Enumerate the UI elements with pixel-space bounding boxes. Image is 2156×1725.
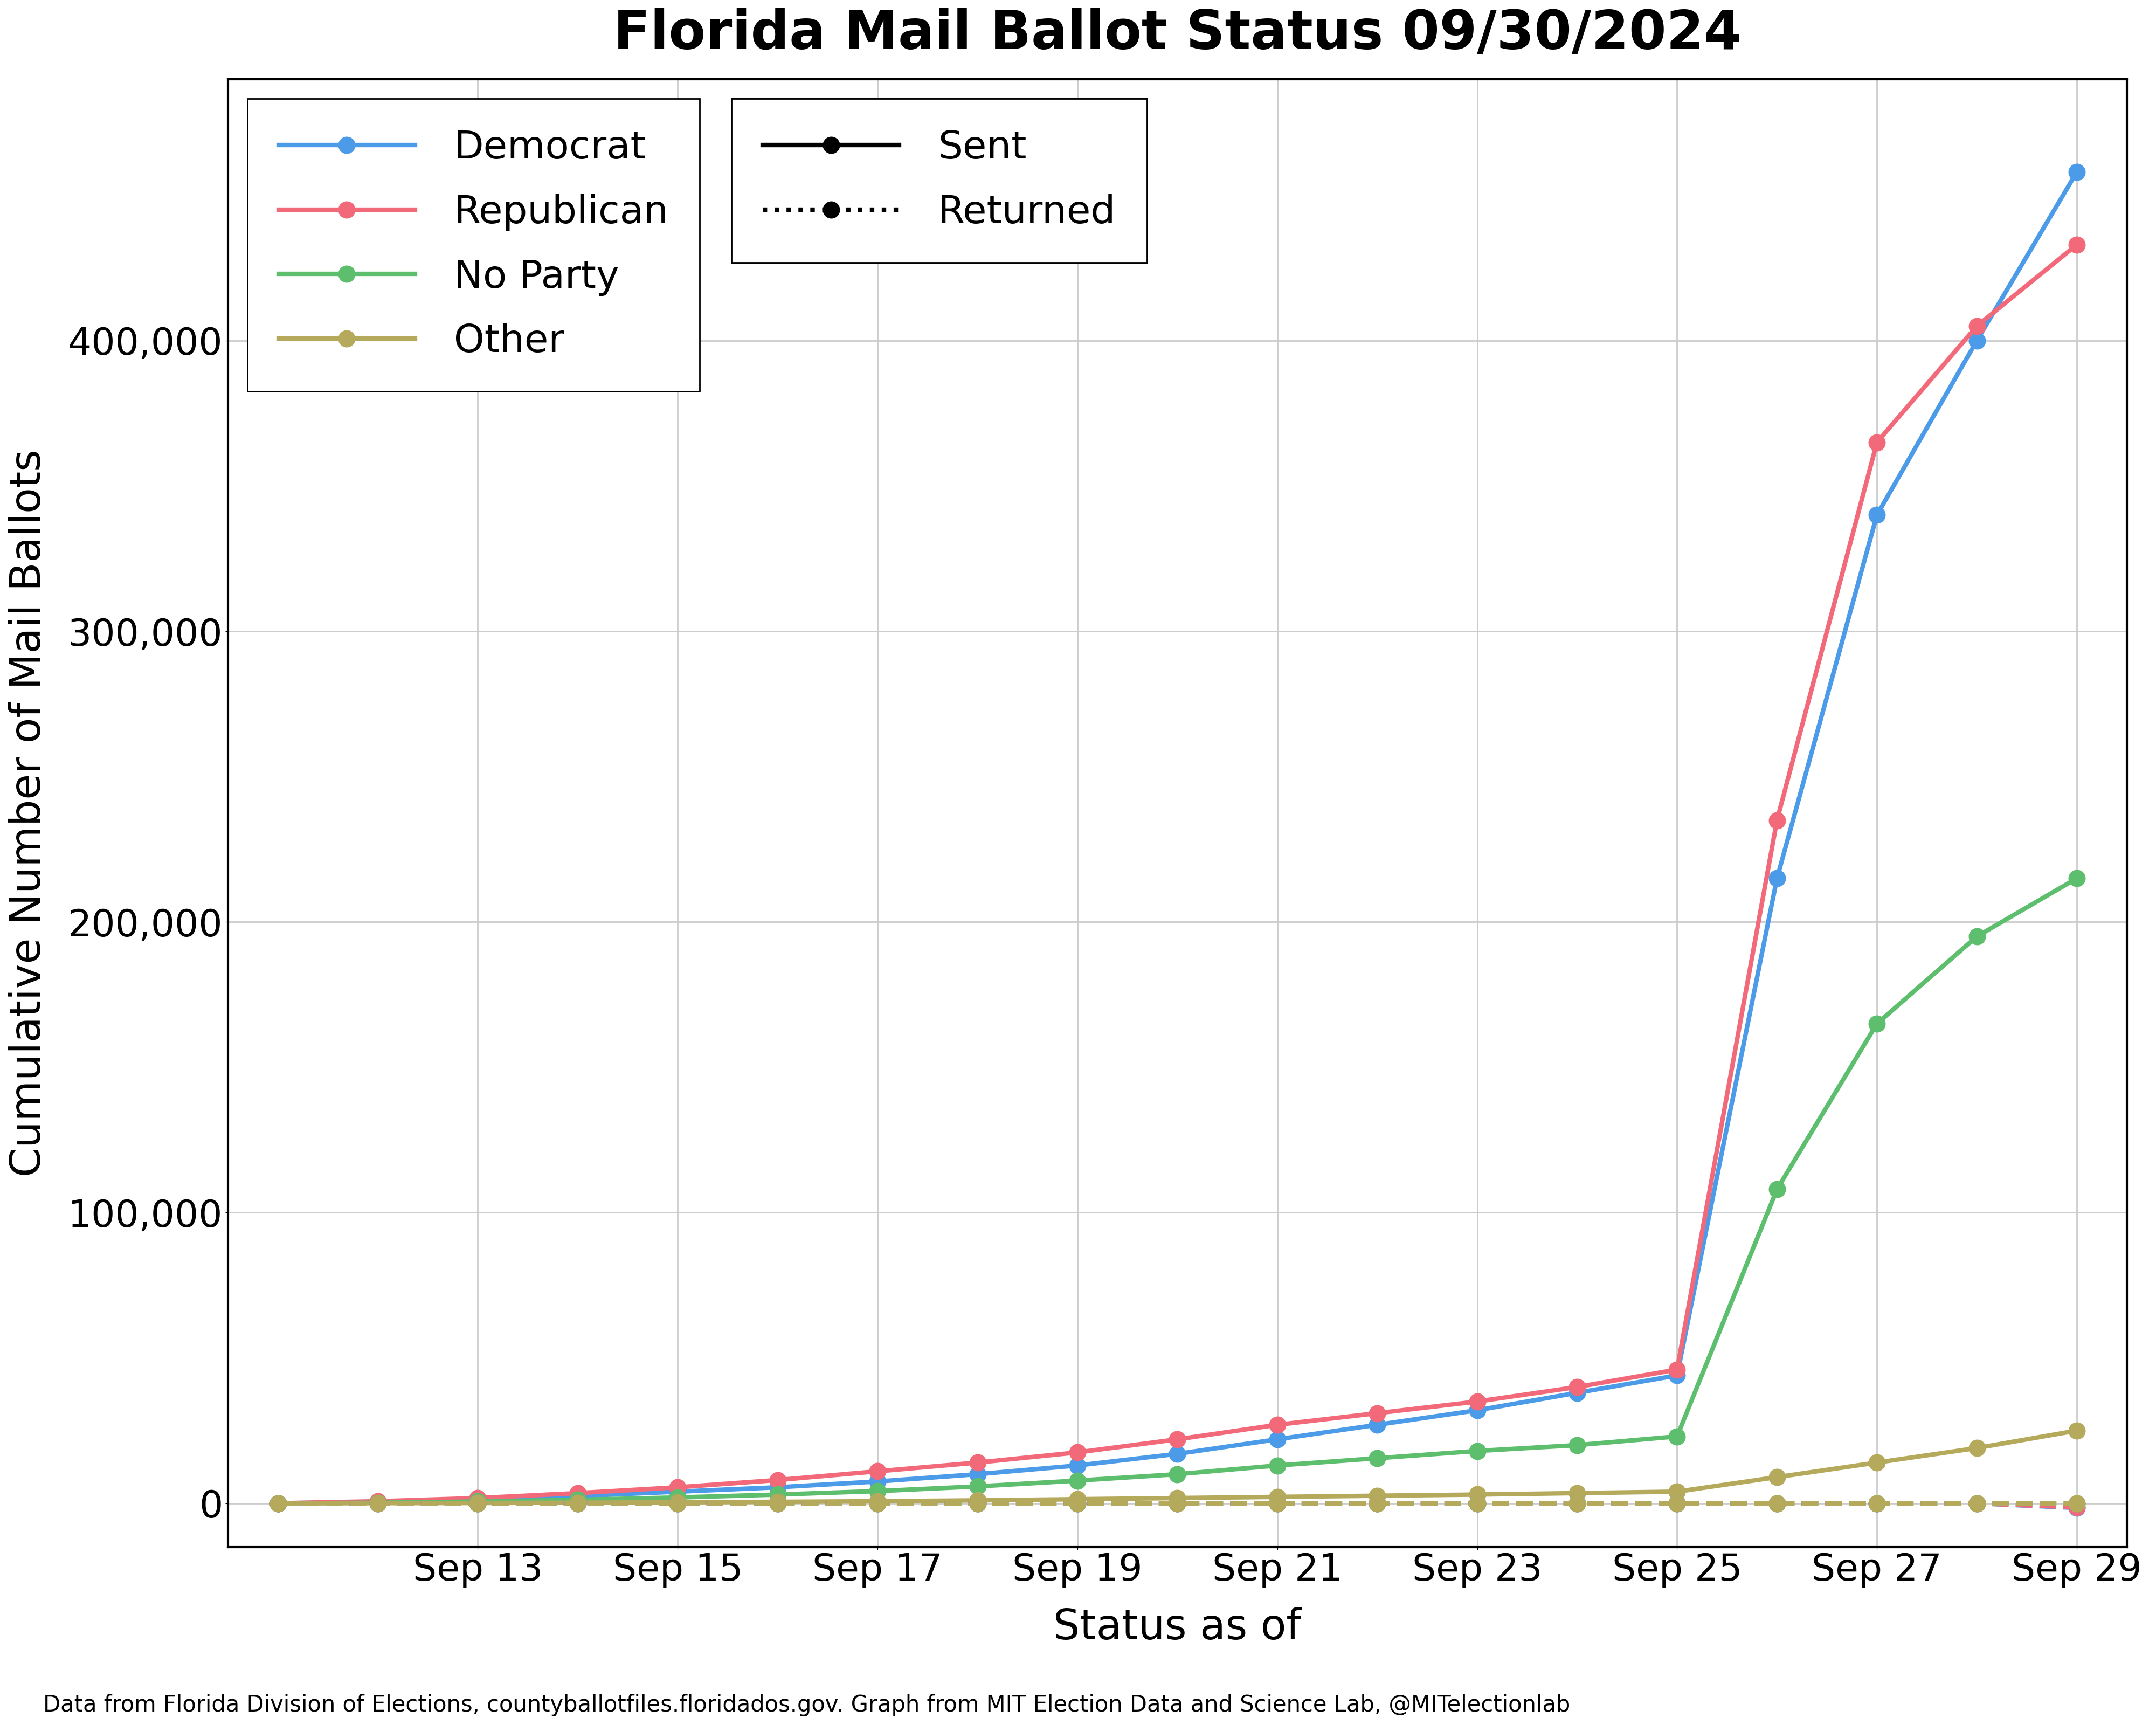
- Text: Data from Florida Division of Elections, countyballotfiles.floridados.gov. Graph: Data from Florida Division of Elections,…: [43, 1694, 1570, 1716]
- X-axis label: Status as of: Status as of: [1054, 1608, 1302, 1647]
- Y-axis label: Cumulative Number of Mail Ballots: Cumulative Number of Mail Ballots: [9, 448, 50, 1176]
- Legend: Sent, Returned: Sent, Returned: [731, 98, 1147, 262]
- Title: Florida Mail Ballot Status 09/30/2024: Florida Mail Ballot Status 09/30/2024: [614, 9, 1742, 60]
